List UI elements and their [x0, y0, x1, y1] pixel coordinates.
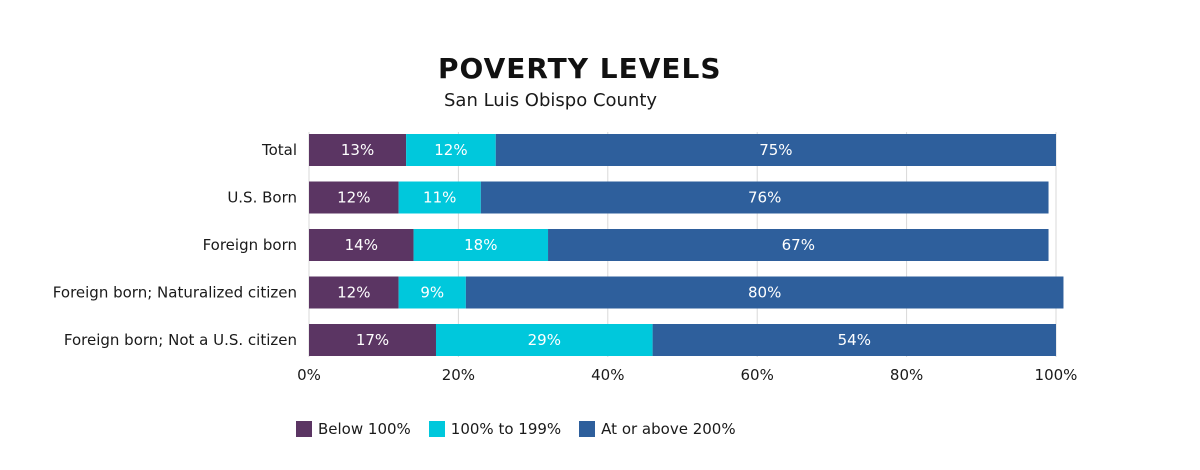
chart-title: POVERTY LEVELS — [438, 52, 722, 85]
data-label: 75% — [759, 141, 792, 159]
bar-segment — [406, 134, 496, 166]
legend-swatch — [296, 421, 312, 437]
legend-swatch — [428, 421, 445, 437]
data-label: 9% — [420, 284, 444, 302]
legend-item: At or above 200% — [579, 420, 736, 438]
legend-item: Below 100% — [296, 420, 411, 438]
data-label: 76% — [748, 189, 781, 207]
bar-segment — [398, 181, 481, 214]
bar-segment — [309, 181, 399, 214]
x-tick-label: 20% — [442, 366, 475, 384]
data-label: 80% — [748, 284, 781, 302]
legend-label: At or above 200% — [601, 420, 736, 438]
category-label: Foreign born; Naturalized citizen — [53, 284, 297, 302]
data-label: 18% — [464, 236, 497, 254]
x-tick-label: 0% — [297, 366, 321, 384]
data-label: 29% — [528, 331, 561, 349]
category-label: U.S. Born — [227, 189, 297, 207]
data-label: 12% — [337, 189, 370, 207]
category-label: Foreign born; Not a U.S. citizen — [64, 331, 297, 349]
x-tick-label: 40% — [591, 366, 624, 384]
bar-segment — [435, 324, 653, 356]
bar-segment — [309, 229, 414, 261]
bar-segment — [309, 134, 407, 166]
data-label: 13% — [341, 141, 374, 159]
data-label: 67% — [782, 236, 815, 254]
legend: Below 100% 100% to 199% At or above 200% — [296, 420, 736, 438]
category-label: Total — [261, 141, 297, 159]
data-label: 11% — [423, 189, 456, 207]
data-label: 12% — [434, 141, 467, 159]
x-tick-label: 60% — [741, 366, 774, 384]
legend-label: 100% to 199% — [450, 420, 562, 438]
category-label: Foreign born — [203, 236, 297, 254]
bar-segment — [465, 276, 1064, 309]
x-tick-label: 80% — [890, 366, 923, 384]
bar-segment — [309, 324, 436, 356]
bar-segment — [413, 229, 549, 261]
bar-segment — [309, 276, 399, 309]
data-label: 17% — [356, 331, 389, 349]
bar-segment — [480, 181, 1049, 214]
chart-subtitle: San Luis Obispo County — [444, 90, 658, 111]
x-tick-label: 100% — [1035, 366, 1078, 384]
bar-segment — [398, 276, 466, 309]
data-label: 14% — [345, 236, 378, 254]
bar-segment — [652, 324, 1056, 356]
legend-label: Below 100% — [318, 420, 411, 438]
legend-item: 100% to 199% — [428, 420, 562, 438]
bar-segment — [495, 134, 1056, 166]
bar-segment — [548, 229, 1049, 261]
data-label: 54% — [838, 331, 871, 349]
legend-swatch — [579, 421, 596, 437]
data-label: 12% — [337, 284, 370, 302]
